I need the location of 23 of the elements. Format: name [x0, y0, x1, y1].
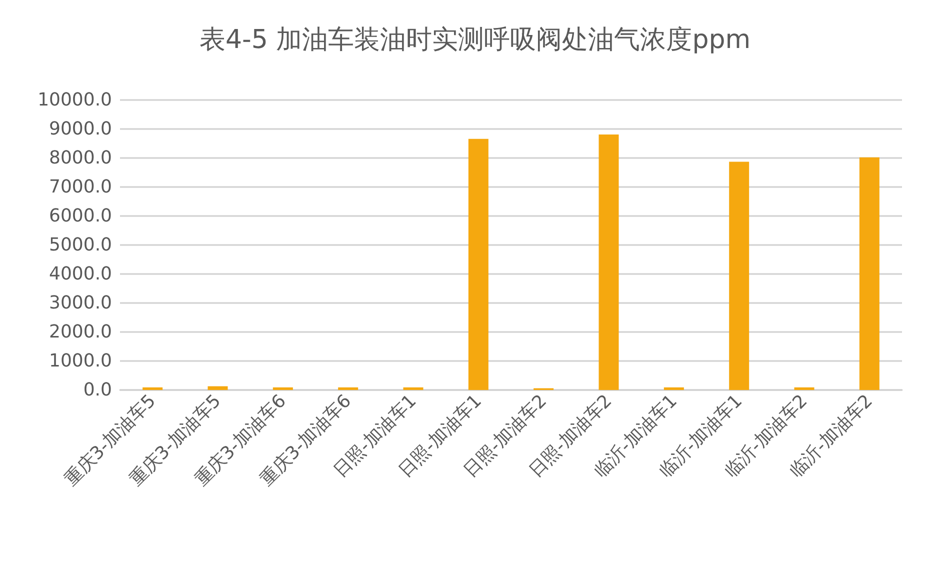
y-tick-label: 9000.0 [49, 118, 112, 140]
bar [468, 138, 488, 390]
y-tick-label: 8000.0 [49, 148, 112, 168]
bar [142, 387, 163, 390]
bar [208, 386, 228, 390]
y-tick-label: 2000.0 [49, 322, 112, 342]
bar [598, 134, 619, 390]
y-tick-label: 3000.0 [49, 292, 112, 314]
bar [272, 387, 293, 390]
y-tick-label: 1000.0 [49, 350, 112, 372]
bar [729, 162, 750, 390]
bar [403, 387, 424, 390]
bar [859, 157, 880, 390]
bar [338, 387, 358, 390]
y-tick-label: 6000.0 [49, 206, 112, 226]
y-tick-label: 0.0 [83, 380, 112, 400]
bar [794, 387, 814, 390]
y-tick-label: 4000.0 [49, 264, 112, 284]
y-tick-label: 5000.0 [49, 234, 112, 256]
chart-title: 表4-5 加油车装油时实测呼吸阀处油气浓度ppm [199, 25, 751, 55]
bar [664, 387, 684, 390]
y-tick-label: 7000.0 [49, 176, 112, 198]
y-tick-label: 10000.0 [38, 90, 112, 110]
